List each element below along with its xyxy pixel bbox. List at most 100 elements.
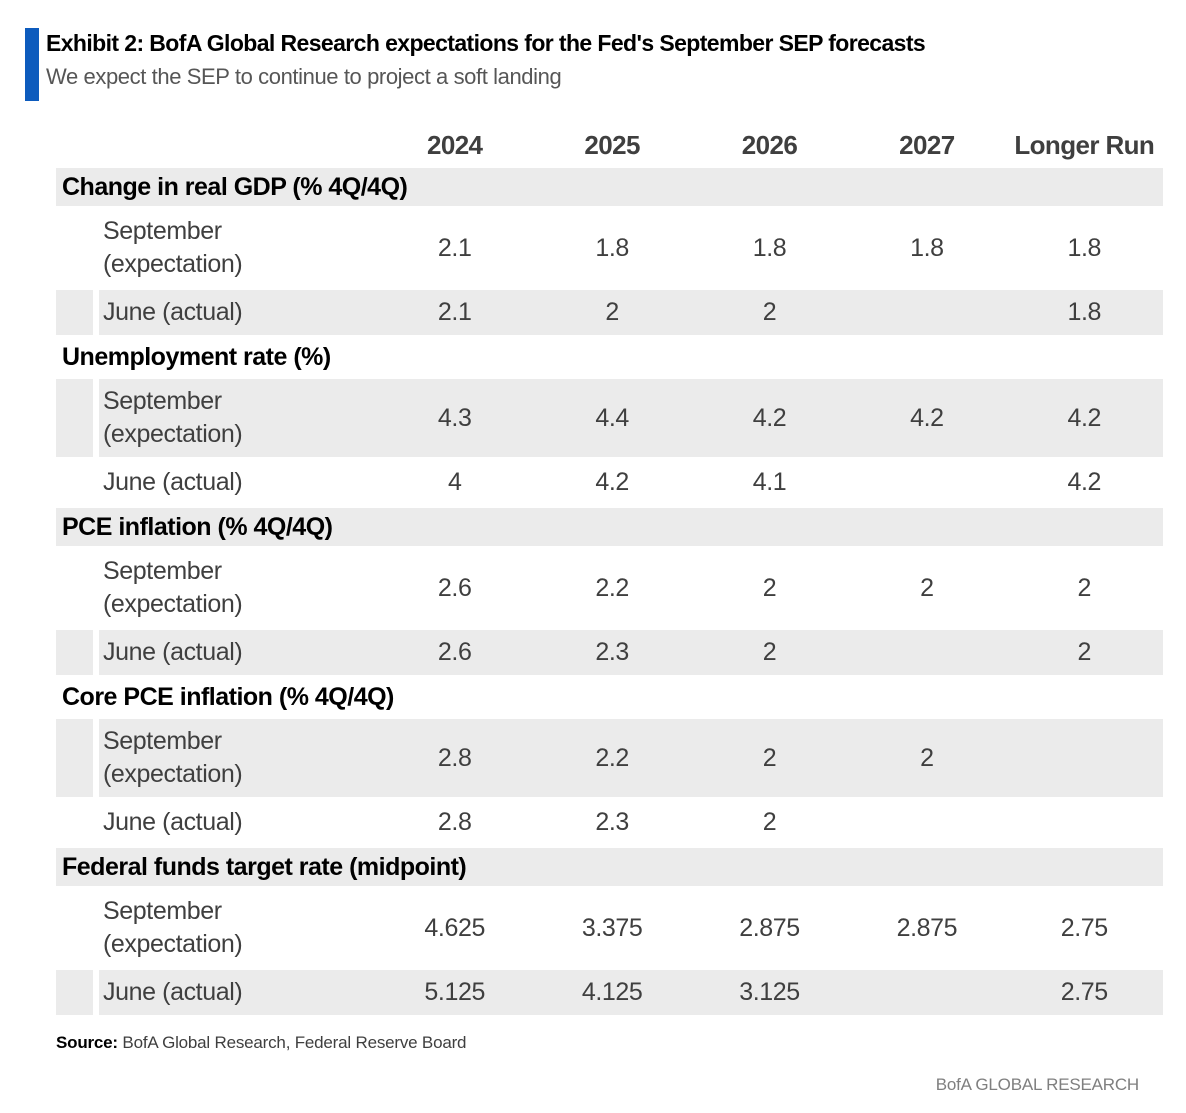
value-cell: 2 [762, 638, 777, 666]
value-cell: 2.1 [437, 233, 472, 262]
value-cell: 2.3 [595, 638, 629, 666]
row-label: September (expectation) [103, 217, 243, 278]
value-cell: 4.2 [1067, 403, 1102, 432]
accent-bar [25, 28, 39, 101]
row-label: June (actual) [103, 468, 243, 496]
value-cell: 2.1 [437, 298, 472, 326]
exhibit-header: Exhibit 2: BofA Global Research expectat… [25, 28, 1164, 101]
row-indent-cell [56, 719, 93, 797]
value-cell: 2 [1077, 573, 1092, 602]
value-cell: 2 [1077, 638, 1092, 666]
row-indent-cell [56, 889, 93, 967]
value-cell: 2.75 [1060, 913, 1108, 942]
value-cell: 2.875 [896, 913, 958, 942]
year-column-header-2027: 2027 [899, 129, 955, 160]
brand-line: BofA GLOBAL RESEARCH [935, 1075, 1139, 1094]
header-main: 2024 2025 2026 2027 Longer Run [99, 125, 1163, 165]
value-cell: 2.875 [739, 913, 800, 942]
value-cell: 4.2 [752, 403, 787, 432]
row-indent-cell [56, 460, 93, 505]
value-cell: 4.625 [424, 913, 485, 942]
value-cell: 2 [605, 298, 619, 326]
row-main: September (expectation) 4.625 3.375 2.875 2.… [99, 889, 1163, 967]
row-main: June (actual) 2.6 2.3 2 2 [99, 630, 1163, 675]
row-main: June (actual) 2.8 2.3 2 [99, 800, 1163, 845]
section-header-row: Change in real GDP (% 4Q/4Q) [56, 168, 1163, 206]
forecast-row: September (expectation) 4.625 3.375 2.875 2.… [56, 889, 1163, 967]
source-text: BofA Global Research, Federal Reserve Bo… [117, 1033, 467, 1052]
value-cell: 4.3 [437, 403, 472, 432]
header-text: Exhibit 2: BofA Global Research expectat… [46, 28, 926, 101]
forecast-row: September (expectation) 2.6 2.2 2 2 2 [56, 549, 1163, 627]
exhibit-title: Exhibit 2: BofA Global Research expectat… [46, 30, 926, 56]
source-label: Source: [56, 1033, 118, 1052]
value-cell: 2.3 [595, 808, 629, 836]
value-cell: 3.375 [581, 913, 643, 942]
year-column-header-2024: 2024 [426, 129, 483, 160]
value-cell: 2 [762, 808, 777, 836]
row-main: September (expectation) 2.6 2.2 2 2 2 [99, 549, 1163, 627]
forecast-row: June (actual) 2.1 2 2 1.8 [56, 290, 1163, 335]
row-indent-cell [56, 209, 93, 287]
table-header-row: 2024 2025 2026 2027 Longer Run [56, 125, 1163, 165]
forecast-row: June (actual) 4 4.2 4.1 4.2 [56, 460, 1163, 505]
value-cell: 1.8 [752, 233, 787, 262]
value-cell: 3.125 [739, 978, 800, 1006]
value-cell: 4.2 [595, 468, 629, 496]
sep-forecast-table: 2024 2025 2026 2027 Longer Run Change in real… [56, 125, 1163, 1015]
forecast-row: June (actual) 2.6 2.3 2 2 [56, 630, 1163, 675]
header-label-spacer [99, 139, 376, 151]
value-cell: 2.2 [595, 573, 629, 602]
value-cell: 5.125 [424, 978, 485, 1006]
value-cell: 2.8 [437, 808, 472, 836]
row-indent-cell [56, 379, 93, 457]
row-indent-cell [56, 800, 93, 845]
section-header-row: Unemployment rate (%) [62, 342, 331, 371]
value-cell: 4.1 [752, 468, 787, 496]
row-main: September (expectation) 2.8 2.2 2 2 [99, 719, 1163, 797]
row-indent-cell [56, 970, 93, 1015]
row-label: June (actual) [103, 638, 243, 666]
row-label: September (expectation) [103, 557, 243, 618]
value-cell: 2 [920, 743, 934, 772]
forecast-row: June (actual) 2.8 2.3 2 [56, 800, 1163, 845]
value-cell: 2.8 [437, 743, 472, 772]
year-column-header-longer-run: Longer Run [1014, 129, 1155, 160]
value-cell: 2.6 [437, 573, 472, 602]
value-cell: 4.2 [1067, 468, 1102, 496]
row-indent-cell [56, 549, 93, 627]
forecast-row: September (expectation) 4.3 4.4 4.2 4.2 4.2 [56, 379, 1163, 457]
row-label: June (actual) [103, 808, 243, 836]
row-indent-cell [56, 630, 93, 675]
value-cell: 4.2 [910, 403, 944, 432]
value-cell: 4.4 [595, 403, 629, 432]
row-main: June (actual) 2.1 2 2 1.8 [99, 290, 1163, 335]
row-label: June (actual) [103, 978, 243, 1006]
forecast-row: September (expectation) 2.8 2.2 2 2 [56, 719, 1163, 797]
value-cell: 2 [920, 573, 934, 602]
forecast-row: June (actual) 5.125 4.125 3.125 2.75 [56, 970, 1163, 1015]
value-cell: 2.75 [1060, 978, 1108, 1006]
row-main: September (expectation) 4.3 4.4 4.2 4.2 4.2 [99, 379, 1163, 457]
row-main: September (expectation) 2.1 1.8 1.8 1.8 1.8 [99, 209, 1163, 287]
value-cell: 1.8 [595, 233, 629, 262]
value-cell: 1.8 [1067, 298, 1102, 326]
value-cell: 1.8 [910, 233, 944, 262]
row-label: September (expectation) [103, 897, 243, 958]
year-column-header-2026: 2026 [741, 129, 798, 160]
value-cell: 4.125 [581, 978, 643, 1006]
header-indent-spacer [56, 125, 93, 165]
value-cell: 1.8 [1067, 233, 1102, 262]
row-indent-cell [56, 290, 93, 335]
forecast-row: September (expectation) 2.1 1.8 1.8 1.8 1.8 [56, 209, 1163, 287]
row-label: June (actual) [103, 298, 243, 326]
section-header-row: Core PCE inflation (% 4Q/4Q) [62, 682, 394, 711]
value-cell: 2 [762, 743, 777, 772]
section-header-row: PCE inflation (% 4Q/4Q) [56, 508, 1163, 546]
value-cell: 2.6 [437, 638, 472, 666]
value-cell: 2 [762, 298, 777, 326]
row-main: June (actual) 4 4.2 4.1 4.2 [99, 460, 1163, 505]
row-label: September (expectation) [103, 727, 243, 788]
value-cell: 2.2 [595, 743, 629, 772]
